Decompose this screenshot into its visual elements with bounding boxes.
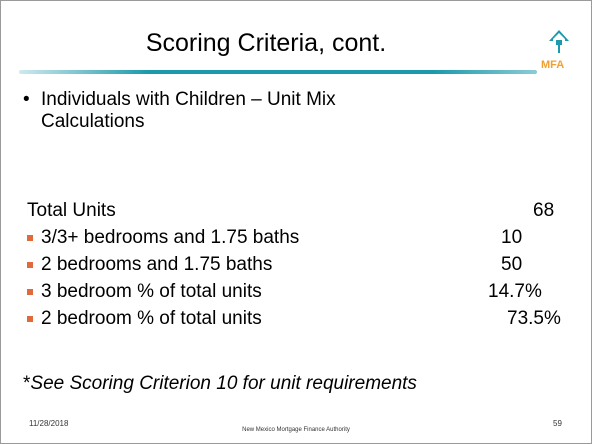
- item-label: 2 bedroom % of total units: [27, 308, 262, 330]
- footnote: *See Scoring Criterion 10 for unit requi…: [23, 373, 417, 395]
- item-value: 73.5%: [507, 308, 561, 329]
- slide-title: Scoring Criteria, cont.: [145, 29, 387, 57]
- total-label: Total Units: [27, 200, 116, 221]
- footnote-text: See Scoring Criterion 10 for unit requir…: [30, 373, 417, 394]
- item-label: 2 bedrooms and 1.75 baths: [27, 254, 272, 276]
- item-value: 50: [501, 254, 523, 275]
- footer-date: 11/28/2018: [29, 419, 69, 428]
- title-rule: [19, 70, 537, 74]
- footer-page: 59: [553, 419, 562, 428]
- item-label: 3/3+ bedrooms and 1.75 baths: [27, 227, 299, 249]
- item-value: 10: [501, 227, 523, 248]
- item-value: 14.7%: [488, 281, 542, 302]
- footer-org: New Mexico Mortgage Finance Authority: [242, 427, 350, 433]
- bullet: Individuals with Children – Unit Mix Cal…: [23, 89, 421, 133]
- footnote-mark: *: [23, 373, 31, 394]
- logo-text: MFA: [541, 59, 565, 71]
- logo-icon: [549, 30, 569, 53]
- total-value: 68: [533, 200, 555, 221]
- item-label: 3 bedroom % of total units: [27, 281, 262, 303]
